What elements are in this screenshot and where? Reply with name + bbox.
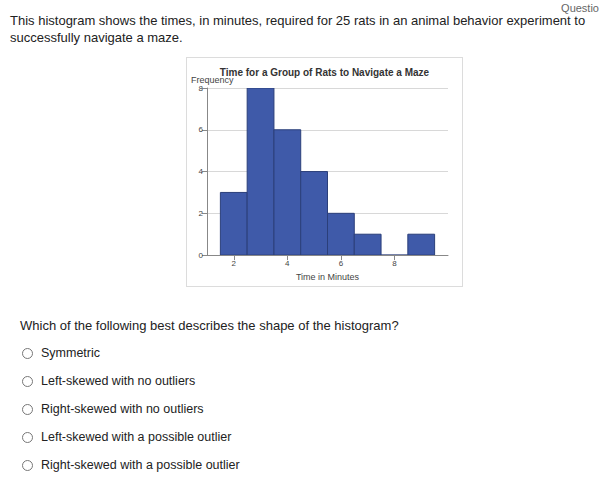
html-text:Which of the following best de: Which of the following best describes th…: [20, 318, 399, 333]
html-text:Right-skewed with a possible o: Right-skewed with a possible outlier: [41, 458, 240, 472]
svg-text:Frequency: Frequency: [191, 74, 234, 85]
svg-text:8: 8: [392, 259, 397, 268]
html-text:This histogram shows the times: This histogram shows the times, in minut…: [10, 13, 586, 45]
svg-text:0: 0: [199, 251, 204, 260]
svg-text:6: 6: [199, 125, 204, 134]
html-text:Questio: Questio: [561, 2, 599, 14]
html-text:Left-skewed with a possible ou: Left-skewed with a possible outlier: [41, 430, 232, 444]
html-text:Symmetric: Symmetric: [41, 346, 100, 360]
svg-text:2: 2: [199, 209, 204, 218]
svg-text:4: 4: [285, 259, 290, 268]
svg-text:2: 2: [232, 259, 237, 268]
svg-text:Time for a Group of Rats to Na: Time for a Group of Rats to Navigate a M…: [220, 67, 430, 78]
svg-text:8: 8: [199, 84, 204, 93]
svg-text:4: 4: [199, 167, 204, 176]
html-text:Left-skewed with no outliers: Left-skewed with no outliers: [41, 374, 196, 388]
html-text:Right-skewed with no outliers: Right-skewed with no outliers: [41, 402, 204, 416]
svg-text:6: 6: [339, 259, 344, 268]
svg-text:Time in Minutes: Time in Minutes: [296, 272, 360, 282]
